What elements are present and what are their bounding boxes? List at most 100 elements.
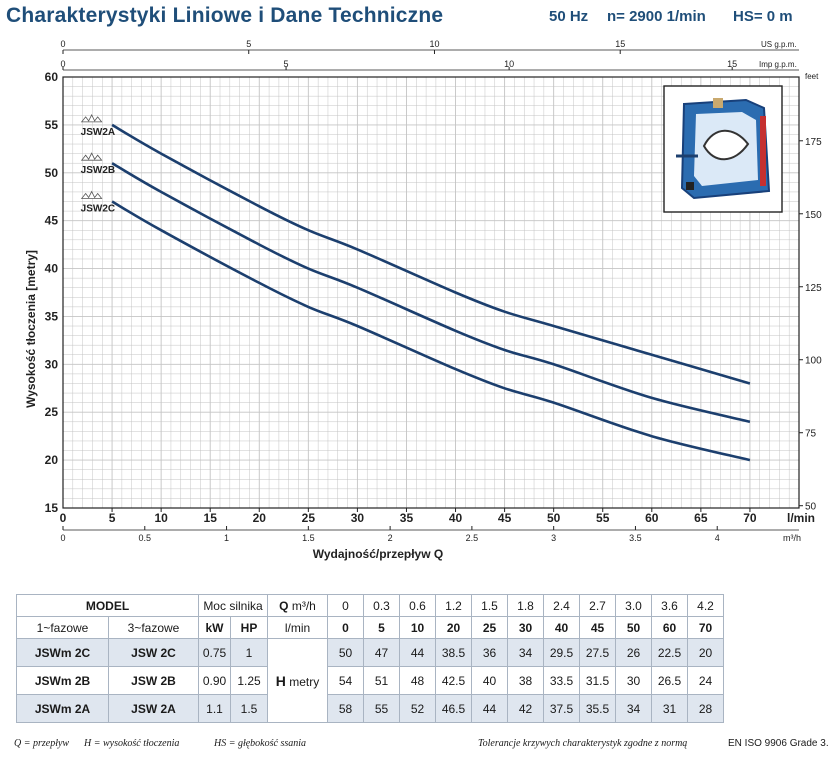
head-cell: 38 (507, 666, 544, 695)
model-3ph: JSW 2A (108, 694, 199, 723)
q-m3h-header: Q m³/h (267, 594, 328, 617)
chart-series-labels: JSW2A JSW2B JSW2C (80, 113, 115, 215)
x-tick-label: 0 (60, 511, 67, 525)
q-lmin-cell: 20 (435, 616, 472, 639)
series-label: JSW2B (81, 165, 115, 176)
head-cell: 42.5 (435, 666, 472, 695)
head-cell: 50 (327, 638, 364, 667)
power-header: Moc silnika (198, 594, 268, 617)
q-m3h-cell: 3.0 (615, 594, 652, 617)
x-tick-label: 60 (645, 511, 659, 525)
table-row: JSWm 2C JSW 2C 0.75 1 H metry 50 47 44 3… (16, 638, 724, 723)
y-tick-label: 50 (45, 166, 59, 180)
q-m3h-cell: 1.8 (507, 594, 544, 617)
power-kw: 0.75 (198, 638, 231, 667)
q-m3h-cell: 0 (327, 594, 364, 617)
frequency-label: 50 Hz (549, 8, 589, 25)
y-tick-label: 35 (45, 309, 59, 323)
q-m3h-cell: 3.6 (651, 594, 688, 617)
page-title: Charakterystyki Liniowe i Dane Techniczn… (6, 4, 444, 27)
head-cell: 27.5 (579, 638, 616, 667)
q-lmin-cell: 10 (399, 616, 436, 639)
m3h-tick-label: 2.5 (466, 533, 479, 543)
x-tick-label: 5 (109, 511, 116, 525)
model-3ph: JSW 2C (108, 638, 199, 667)
feet-tick-label: 75 (805, 429, 817, 440)
q-m3h-cell: 2.7 (579, 594, 616, 617)
x-tick-label: 15 (204, 511, 218, 525)
series-label: JSW2A (81, 127, 115, 138)
usgpm-unit-label: US g.p.m. (761, 40, 797, 49)
head-cell: 36 (471, 638, 508, 667)
q-lmin-cell: 70 (687, 616, 724, 639)
suction-height-label: HS= 0 m (733, 8, 793, 25)
crown-icon (80, 113, 103, 123)
y-tick-label: 55 (45, 118, 59, 132)
feet-tick-label: 150 (805, 210, 822, 221)
q-m3h-cell: 1.2 (435, 594, 472, 617)
m3h-unit-label: m³/h (783, 533, 801, 543)
q-lmin-cell: 0 (327, 616, 364, 639)
hp-header: HP (230, 616, 268, 639)
h-definition: H = wysokość tłoczenia (84, 738, 180, 749)
q-lmin-cell: 5 (363, 616, 400, 639)
head-cell: 33.5 (543, 666, 580, 695)
usgpm-tick-label: 5 (246, 39, 251, 49)
model-1ph: JSWm 2B (16, 666, 109, 695)
x-tick-label: 55 (596, 511, 610, 525)
power-kw: 1.1 (198, 694, 231, 723)
q-lmin-cell: 25 (471, 616, 508, 639)
chart-axes (62, 49, 800, 531)
q-definition: Q = przepływ (14, 738, 70, 749)
head-cell: 51 (363, 666, 400, 695)
phase1-header: 1~fazowe (16, 616, 109, 639)
m3h-tick-label: 3.5 (629, 533, 642, 543)
table-row: JSWm 2A JSW 2A 1.1 1.5 58 55 52 46.5 44 … (16, 694, 724, 723)
usgpm-tick-label: 0 (60, 39, 65, 49)
model-3ph: JSW 2B (108, 666, 199, 695)
head-cell: 42 (507, 694, 544, 723)
plot-frame (62, 76, 800, 509)
head-cell: 26.5 (651, 666, 688, 695)
q-lmin-cell: 30 (507, 616, 544, 639)
x-tick-label: 20 (253, 511, 267, 525)
x-axis-label: Wydajność/przepływ Q (313, 547, 443, 561)
head-cell: 28 (687, 694, 724, 723)
q-m3h-cell: 0.3 (363, 594, 400, 617)
x-tick-label: 30 (351, 511, 365, 525)
chart-curves (111, 123, 751, 462)
head-cell: 40 (471, 666, 508, 695)
y-tick-label: 45 (45, 214, 59, 228)
x-tick-label: 10 (154, 511, 168, 525)
table-row: JSWm 2B JSW 2B 0.90 1.25 54 51 48 42.5 4… (16, 666, 724, 695)
curve-jsw2b (111, 162, 751, 424)
head-cell: 37.5 (543, 694, 580, 723)
pump-cross-section-diagram (663, 85, 783, 213)
head-cell: 55 (363, 694, 400, 723)
head-cell: 54 (327, 666, 364, 695)
x-tick-label: 70 (743, 511, 757, 525)
phase3-header: 3~fazowe (108, 616, 199, 639)
m3h-tick-label: 3 (551, 533, 556, 543)
hs-definition: HS = głębokość ssania (214, 738, 307, 749)
impgpm-tick-label: 0 (60, 59, 65, 69)
curve-jsw2a (111, 123, 751, 385)
q-letter: Q (279, 598, 289, 613)
q-m3h-cell: 1.5 (471, 594, 508, 617)
m3h-tick-label: 0 (60, 533, 65, 543)
head-cell: 22.5 (651, 638, 688, 667)
x-tick-label: 45 (498, 511, 512, 525)
impgpm-tick-label: 15 (727, 59, 737, 69)
head-cell: 24 (687, 666, 724, 695)
y-tick-label: 60 (45, 70, 59, 84)
head-cell: 44 (471, 694, 508, 723)
q-lmin-unit: l/min (267, 616, 328, 639)
h-unit: metry (289, 674, 320, 689)
y-tick-label: 25 (45, 405, 59, 419)
q-m3h-cell: 4.2 (687, 594, 724, 617)
x-tick-label: 65 (694, 511, 708, 525)
q-m3h-cell: 2.4 (543, 594, 580, 617)
head-cell: 30 (615, 666, 652, 695)
usgpm-tick-label: 15 (615, 39, 625, 49)
